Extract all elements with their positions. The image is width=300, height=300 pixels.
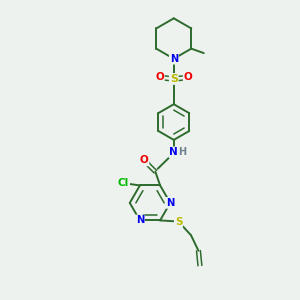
Text: N: N [170,54,178,64]
Text: N: N [166,198,174,208]
Text: O: O [184,73,192,82]
Text: N: N [169,147,178,158]
Text: O: O [155,73,164,82]
Text: S: S [170,74,178,84]
Text: O: O [140,155,148,165]
Text: H: H [178,147,186,158]
Text: S: S [175,217,182,227]
Text: N: N [136,215,144,225]
Text: Cl: Cl [118,178,129,188]
